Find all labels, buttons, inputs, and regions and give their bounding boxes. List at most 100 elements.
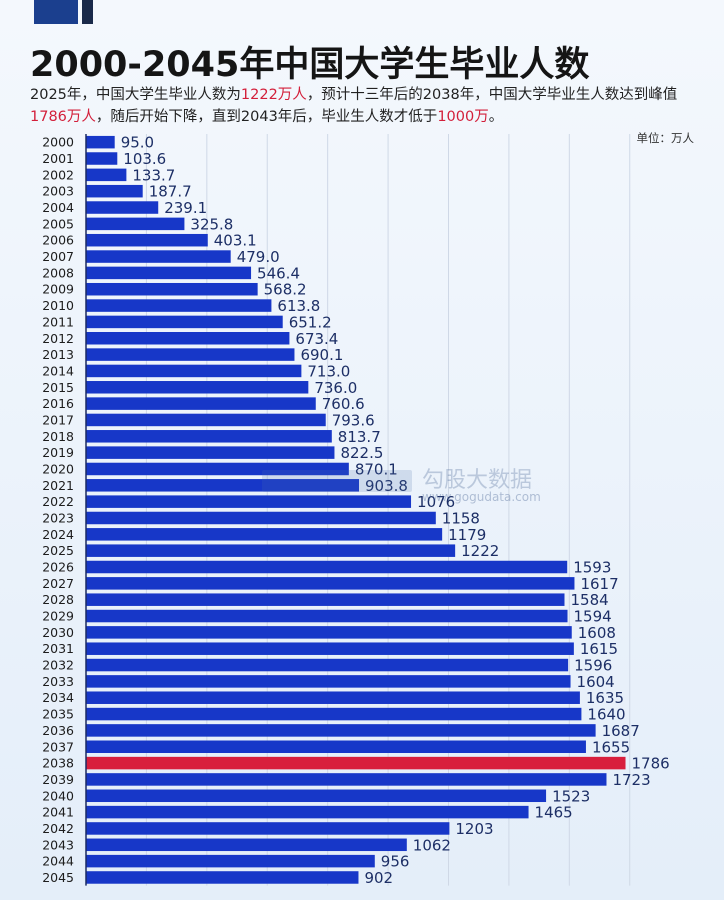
bar [86, 479, 360, 492]
year-label: 2027 [42, 576, 74, 591]
value-label: 613.8 [277, 297, 320, 315]
year-label: 2008 [42, 265, 74, 280]
value-label: 1615 [580, 640, 618, 658]
year-label: 2039 [42, 772, 74, 787]
bar [86, 250, 231, 263]
year-label: 2026 [42, 560, 74, 575]
subtitle: 2025年，中国大学生毕业人数为1222万人，预计十三年后的2038年，中国大学… [30, 84, 710, 128]
header-accent-stripe [82, 0, 93, 24]
value-label: 239.1 [164, 199, 207, 217]
bar [86, 397, 316, 410]
subtitle-text-3: ，随后开始下降，直到2043年后，毕业生人数才低于 [95, 109, 438, 125]
year-label: 2011 [42, 314, 74, 329]
bar [86, 233, 208, 247]
bar [86, 201, 159, 214]
year-label: 2044 [42, 854, 74, 869]
year-label: 2007 [42, 249, 74, 264]
value-label: 736.0 [314, 379, 357, 397]
value-label: 690.1 [300, 346, 343, 364]
value-label: 713.0 [307, 362, 350, 380]
value-label: 793.6 [332, 411, 375, 429]
year-label: 2005 [42, 216, 74, 231]
bar [86, 691, 580, 704]
year-label: 2012 [42, 331, 74, 346]
value-label: 956 [381, 853, 410, 871]
value-label: 813.7 [338, 428, 381, 446]
year-label: 2010 [42, 298, 74, 313]
bar [86, 560, 568, 574]
year-label: 2000 [42, 135, 74, 150]
unit-label: 单位：万人 [636, 131, 695, 145]
value-label: 1687 [602, 722, 640, 740]
year-label: 2043 [42, 837, 74, 852]
value-label: 1604 [577, 673, 615, 691]
value-label: 1222 [461, 542, 499, 560]
value-label: 1617 [580, 575, 618, 593]
year-label: 2001 [42, 151, 74, 166]
year-label: 2042 [42, 821, 74, 836]
year-label: 2014 [42, 363, 74, 378]
bar [86, 707, 582, 721]
bar [86, 135, 115, 149]
value-label: 651.2 [289, 313, 332, 331]
year-label: 2025 [42, 543, 74, 558]
value-label: 103.6 [123, 150, 166, 168]
year-label: 2040 [42, 788, 74, 803]
year-label: 2029 [42, 609, 74, 624]
bar [86, 658, 569, 672]
bar [86, 528, 443, 541]
bar [86, 675, 571, 688]
year-label: 2036 [42, 723, 74, 738]
bar [86, 446, 335, 459]
page-title: 2000-2045年中国大学生毕业人数 [30, 45, 590, 85]
value-label: 1203 [455, 820, 493, 838]
bar [86, 495, 412, 508]
watermark-logo [262, 470, 412, 492]
bar [86, 838, 407, 852]
year-label: 2035 [42, 707, 74, 722]
bar [86, 348, 295, 361]
bar [86, 332, 290, 345]
year-label: 2019 [42, 445, 74, 460]
value-label: 187.7 [149, 183, 192, 201]
bar [86, 805, 529, 819]
year-label: 2016 [42, 396, 74, 411]
year-label: 2034 [42, 690, 74, 705]
year-label: 2006 [42, 233, 74, 248]
value-label: 1179 [448, 526, 486, 544]
year-label: 2023 [42, 510, 74, 525]
year-label: 2031 [42, 641, 74, 656]
value-label: 1596 [574, 657, 612, 675]
value-label: 325.8 [190, 215, 233, 233]
bar [86, 642, 574, 655]
year-label: 2024 [42, 527, 74, 542]
bar [86, 282, 258, 296]
year-label: 2022 [42, 494, 74, 509]
bar [86, 381, 309, 394]
bar [86, 740, 586, 753]
value-label: 1640 [587, 706, 625, 724]
bar [86, 609, 568, 623]
year-label: 2030 [42, 625, 74, 640]
value-label: 133.7 [132, 166, 175, 184]
watermark-brand: 勾股大数据 [422, 468, 533, 493]
value-label: 403.1 [214, 232, 257, 250]
bar [86, 315, 283, 329]
bar [86, 789, 547, 803]
year-label: 2017 [42, 412, 74, 427]
value-label: 903.8 [365, 477, 408, 495]
value-label: 1786 [632, 755, 670, 773]
year-label: 2033 [42, 674, 74, 689]
value-label: 1158 [442, 509, 480, 527]
value-label: 1465 [535, 804, 573, 822]
bar [86, 413, 326, 427]
bar [86, 577, 575, 590]
value-label: 1584 [570, 591, 608, 609]
value-label: 546.4 [257, 264, 300, 282]
subtitle-highlight-3: 1000万 [437, 109, 489, 125]
year-label: 2032 [42, 658, 74, 673]
value-label: 1608 [578, 624, 616, 642]
subtitle-text-4: 。 [488, 109, 504, 125]
bar [86, 430, 332, 443]
